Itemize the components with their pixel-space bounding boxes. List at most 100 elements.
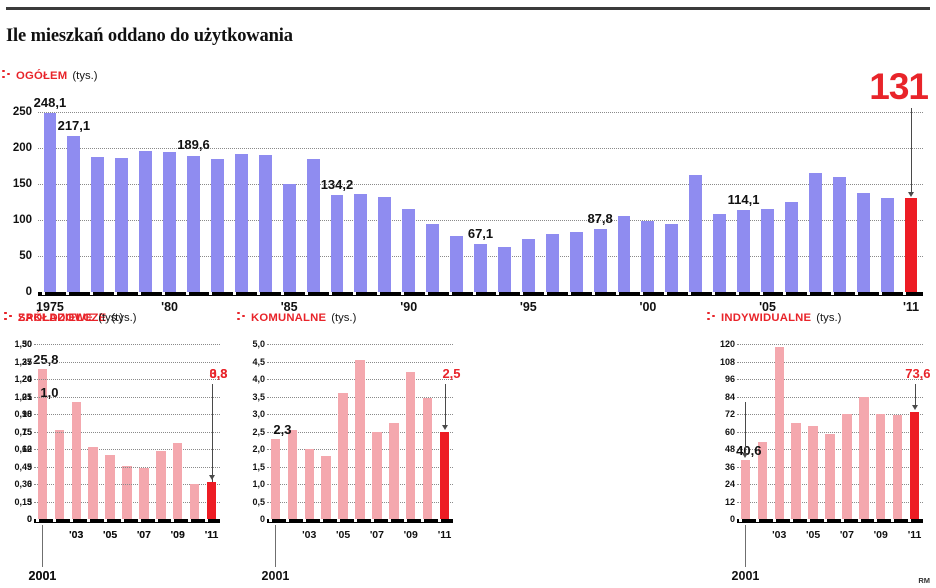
y-axis-tick: 48 bbox=[724, 444, 735, 454]
baseline-gap bbox=[592, 292, 596, 295]
legend-unit-label: (tys.) bbox=[111, 312, 137, 324]
x-axis-tick: '09 bbox=[403, 529, 418, 541]
baseline-gap bbox=[281, 292, 285, 295]
first-year-leader-line bbox=[42, 525, 44, 567]
baseline-gap bbox=[879, 292, 883, 295]
x-axis-tick: '11 bbox=[204, 529, 219, 541]
gridline bbox=[737, 344, 923, 345]
gridline bbox=[737, 414, 923, 415]
y-axis-tick: 50 bbox=[19, 250, 32, 262]
bar bbox=[270, 438, 281, 519]
bar-value-label: 0,3 bbox=[209, 366, 228, 381]
baseline-gap bbox=[286, 519, 290, 522]
first-year-label: 2001 bbox=[28, 569, 57, 583]
callout-line bbox=[911, 108, 913, 192]
x-axis-tick: '07 bbox=[369, 529, 384, 541]
bar bbox=[139, 467, 149, 519]
baseline-gap bbox=[789, 519, 793, 522]
y-axis-tick: 2,0 bbox=[252, 444, 265, 454]
baseline-gap bbox=[857, 519, 861, 522]
bar bbox=[105, 454, 115, 519]
bar bbox=[808, 425, 818, 519]
y-axis-tick: 1,50 bbox=[14, 339, 32, 349]
callout-arrowhead bbox=[441, 424, 448, 430]
baseline-gap bbox=[353, 519, 357, 522]
main-highlight-value: 131 bbox=[869, 66, 929, 107]
legend-ogolem: OGÓŁEM (tys.) bbox=[2, 68, 98, 82]
bar-value-label: 87,8 bbox=[587, 210, 613, 226]
x-axis-tick: '11 bbox=[902, 300, 920, 314]
bar bbox=[187, 155, 200, 292]
x-axis-tick: 1975 bbox=[36, 300, 64, 314]
y-axis-tick: 4,5 bbox=[252, 356, 265, 367]
x-axis-baseline bbox=[737, 519, 923, 523]
y-axis-tick: 12 bbox=[724, 496, 735, 507]
main-chart-ogolem: OGÓŁEM (tys.) 131 0 50 100 150 200 250 1975 '80… bbox=[0, 60, 936, 314]
baseline-gap bbox=[209, 292, 213, 295]
x-axis-tick: '90 bbox=[400, 300, 418, 314]
y-axis-tick: 0,15 bbox=[14, 496, 32, 507]
x-axis-tick: '80 bbox=[161, 300, 178, 314]
bar-value-label: 73,6 bbox=[905, 366, 931, 381]
bar-value-label: 2,5 bbox=[442, 366, 461, 381]
bar bbox=[91, 157, 105, 292]
x-axis-tick: '07 bbox=[136, 529, 151, 541]
bar bbox=[115, 158, 129, 292]
bar bbox=[426, 224, 440, 292]
callout-line bbox=[444, 384, 446, 425]
x-axis-baseline bbox=[38, 292, 923, 296]
panel-zakladowe: ZAKŁADOWE (tys.) 0 0,15 0,30 0,45 0,60 0,75 0,90… bbox=[0, 300, 233, 588]
bar bbox=[832, 176, 846, 292]
baseline-gap bbox=[376, 292, 380, 295]
x-axis-tick: '07 bbox=[136, 529, 151, 541]
bar-value-label: 134,2 bbox=[320, 177, 354, 193]
baseline-gap bbox=[908, 519, 912, 522]
y-axis-tick: 15 bbox=[21, 426, 32, 437]
bar-value-label: 2,3 bbox=[273, 421, 292, 437]
bar-highlight bbox=[904, 197, 918, 292]
baseline-gap bbox=[370, 519, 374, 522]
bar bbox=[545, 234, 559, 292]
x-axis-tick: '09 bbox=[170, 529, 185, 541]
legend-spółdzielcze: SPÓŁDZIELCZE (tys.) bbox=[4, 310, 137, 324]
bar bbox=[842, 414, 852, 519]
y-axis-tick: 200 bbox=[12, 142, 32, 154]
x-axis-tick: '03 bbox=[302, 529, 317, 541]
bar bbox=[880, 197, 894, 292]
y-axis-tick: 72 bbox=[724, 409, 735, 419]
credit-label: RM bbox=[918, 576, 930, 585]
x-axis-tick: '05 bbox=[335, 529, 351, 541]
baseline-gap bbox=[496, 292, 500, 295]
y-axis-tick: 0,5 bbox=[252, 496, 265, 507]
baseline-gap bbox=[161, 292, 165, 295]
bar bbox=[450, 235, 464, 292]
bar-value-label: 248,1 bbox=[33, 95, 67, 111]
baseline-gap bbox=[103, 519, 107, 522]
x-axis-tick: '05 bbox=[102, 529, 118, 541]
baseline-gap bbox=[421, 519, 425, 522]
baseline-gap bbox=[86, 519, 90, 522]
gridline bbox=[34, 466, 220, 468]
baseline-gap bbox=[639, 292, 643, 295]
baseline-gap bbox=[120, 519, 124, 522]
gridline bbox=[737, 396, 923, 398]
legend-zakładowe: ZAKŁADOWE (tys.) bbox=[4, 310, 123, 324]
bar-value-label: 67,1 bbox=[467, 225, 494, 241]
baseline-gap bbox=[891, 519, 895, 522]
baseline-gap bbox=[205, 519, 209, 522]
baseline-gap bbox=[472, 292, 476, 295]
gridline bbox=[38, 220, 923, 221]
panel-plot-area: 0 0,15 0,30 0,45 0,60 0,75 0,90 1,05 1,20 1,35 1,5… bbox=[14, 339, 220, 524]
bar bbox=[287, 429, 298, 519]
baseline-gap bbox=[188, 519, 192, 522]
gridline bbox=[34, 449, 220, 450]
callout-arrowhead bbox=[908, 191, 915, 197]
y-axis-tick: 0 bbox=[26, 514, 32, 524]
bar bbox=[189, 484, 200, 519]
baseline-gap bbox=[305, 292, 309, 295]
bar bbox=[521, 239, 535, 292]
y-axis-tick: 0 bbox=[25, 286, 32, 298]
callout-arrowhead bbox=[742, 452, 749, 458]
baseline-gap bbox=[36, 519, 40, 522]
baseline-gap bbox=[783, 292, 787, 295]
